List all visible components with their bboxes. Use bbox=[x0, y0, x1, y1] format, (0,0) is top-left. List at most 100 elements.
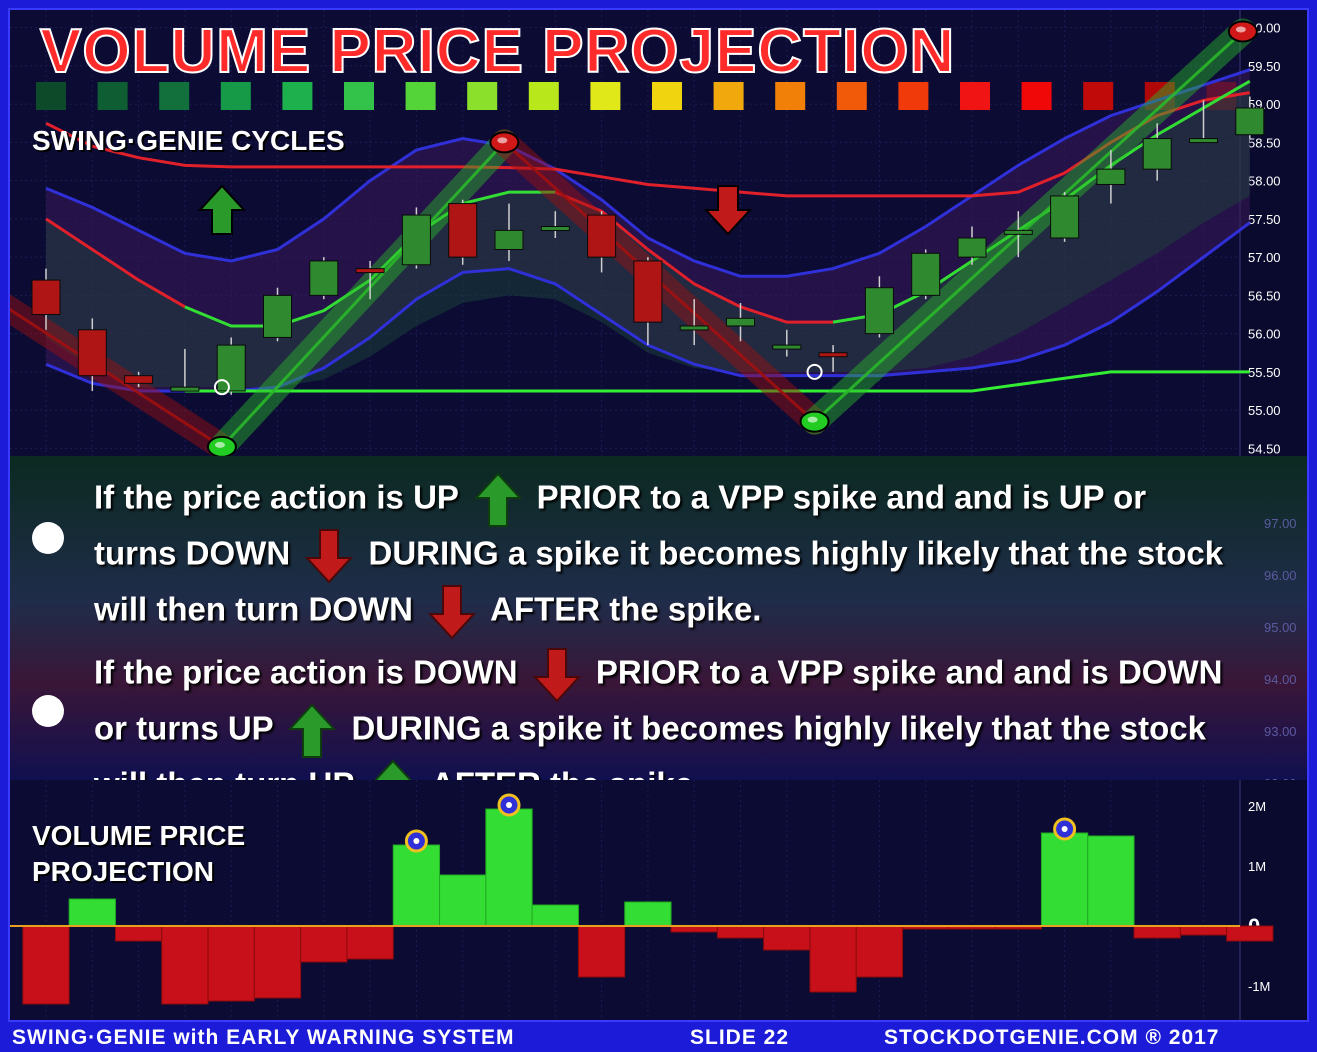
volume-bar bbox=[253, 925, 302, 999]
heat-square bbox=[97, 82, 128, 110]
heat-square bbox=[1083, 82, 1114, 110]
candle-body bbox=[31, 279, 61, 315]
price-axis-background bbox=[1240, 10, 1307, 456]
candle-body bbox=[633, 260, 663, 323]
pivot-highlight bbox=[1235, 26, 1246, 33]
price-tick-label: 58.00 bbox=[1248, 174, 1281, 189]
pivot-highlight bbox=[807, 416, 818, 423]
page-title: VOLUME PRICE PROJECTION bbox=[39, 16, 956, 87]
candle-body bbox=[587, 214, 617, 258]
bullet-icon bbox=[32, 695, 64, 727]
down-arrow-icon bbox=[532, 648, 581, 703]
price-tick-label: 57.00 bbox=[1248, 250, 1281, 265]
volume-tick-label: 2M bbox=[1248, 799, 1266, 814]
volume-bar bbox=[114, 925, 163, 942]
swing-up-band bbox=[813, 30, 1244, 423]
candle-body bbox=[494, 229, 524, 250]
ghost-tick: 96.00 bbox=[1264, 568, 1297, 583]
candle-body bbox=[216, 344, 246, 392]
up-arrow-icon bbox=[197, 184, 247, 235]
ghost-axis-ticks: 97.00 96.00 95.00 94.00 93.00 92.00 bbox=[1264, 498, 1297, 810]
rule-text: If the price action is UP bbox=[94, 478, 459, 516]
price-tick-label: 55.00 bbox=[1248, 403, 1281, 418]
up-arrow-icon bbox=[288, 703, 337, 758]
volume-bar bbox=[763, 925, 811, 951]
heat-square bbox=[159, 82, 190, 110]
footer-copyright: STOCKDOTGENIE.COM ® 2017 bbox=[884, 1026, 1220, 1049]
blue-upper-band bbox=[45, 68, 1251, 278]
rule-text: AFTER the spike. bbox=[490, 590, 762, 628]
volume-bar bbox=[439, 874, 487, 927]
heat-square bbox=[898, 82, 929, 110]
price-panel-label: SWING·GENIE CYCLES bbox=[32, 125, 345, 156]
candle-body bbox=[818, 352, 848, 358]
mid-band-red bbox=[45, 217, 186, 309]
volume-chart: 2M1M0-1M bbox=[10, 780, 1307, 1020]
spike-marker-dot bbox=[1061, 826, 1068, 832]
volume-bar bbox=[855, 925, 904, 978]
spike-marker-dot bbox=[506, 802, 512, 808]
rule-text: PRIOR to a VPP spike and and is DOWN or … bbox=[94, 653, 1223, 747]
heat-square bbox=[713, 82, 744, 110]
heat-square bbox=[36, 82, 66, 110]
candle-body bbox=[1142, 138, 1172, 170]
heat-square bbox=[960, 82, 990, 110]
spike-marker-dot bbox=[413, 838, 420, 844]
ghost-tick: 95.00 bbox=[1264, 620, 1297, 635]
slide-frame: 60.00 59.50 59.00 58.50 58.00 57.50 57.00 56.50… bbox=[8, 8, 1309, 1022]
candle-body bbox=[1189, 138, 1218, 144]
rule-up-then-down: If the price action is UP PRIOR to a VPP… bbox=[94, 472, 1234, 640]
rule-text: DURING a spike it becomes highly likely … bbox=[94, 534, 1224, 628]
candle-body bbox=[170, 386, 200, 392]
cycle-low-marker bbox=[213, 379, 230, 396]
ghost-tick: 94.00 bbox=[1264, 672, 1297, 687]
volume-bar bbox=[1226, 925, 1274, 942]
down-arrow-icon bbox=[305, 529, 354, 584]
candle-body bbox=[864, 287, 894, 335]
candle-body bbox=[124, 375, 154, 384]
pivot-highlight bbox=[214, 441, 225, 448]
volume-bar bbox=[1179, 925, 1228, 936]
volume-bar bbox=[716, 925, 765, 939]
up-arrow-icon bbox=[473, 472, 522, 527]
candle-body bbox=[1003, 229, 1033, 235]
footer-slide-number: SLIDE 22 bbox=[690, 1026, 790, 1049]
red-band bbox=[45, 91, 1251, 198]
support-line bbox=[184, 370, 1250, 393]
volume-label-line: PROJECTION bbox=[32, 856, 215, 887]
candle-body bbox=[1235, 107, 1265, 136]
candle-body bbox=[263, 294, 292, 338]
candle-body bbox=[77, 329, 107, 377]
price-tick-label: 57.50 bbox=[1248, 212, 1281, 227]
heat-square bbox=[467, 82, 498, 110]
volume-bar bbox=[1133, 925, 1181, 939]
candle-body bbox=[448, 203, 478, 258]
candle-body bbox=[726, 317, 755, 327]
ghost-tick: 97.00 bbox=[1264, 516, 1297, 531]
heat-square bbox=[528, 82, 559, 110]
volume-tick-label: 1M bbox=[1248, 859, 1266, 874]
heat-square bbox=[344, 82, 374, 110]
volume-label-line: VOLUME PRICE bbox=[32, 820, 246, 851]
volume-bar bbox=[207, 925, 255, 1002]
heat-square bbox=[652, 82, 682, 110]
footer: SWING·GENIE with EARLY WARNING SYSTEM SL… bbox=[0, 1022, 1317, 1052]
candle-body bbox=[309, 260, 339, 296]
rule-down-then-up: If the price action is DOWN PRIOR to a V… bbox=[94, 647, 1234, 815]
volume-bar bbox=[300, 925, 348, 963]
heat-square bbox=[405, 82, 436, 110]
candle-body bbox=[911, 252, 941, 296]
volume-bar bbox=[577, 925, 626, 978]
volume-bar bbox=[68, 898, 116, 927]
candle-body bbox=[401, 214, 431, 266]
price-tick-label: 58.50 bbox=[1248, 135, 1281, 150]
heat-square bbox=[836, 82, 867, 110]
heat-square bbox=[282, 82, 313, 110]
rule-text: If the price action is DOWN bbox=[94, 653, 518, 691]
candle-body bbox=[1050, 195, 1080, 239]
price-tick-label: 56.00 bbox=[1248, 327, 1281, 342]
price-tick-label: 55.50 bbox=[1248, 365, 1281, 380]
candle-body bbox=[957, 237, 987, 258]
down-arrow-icon bbox=[703, 185, 753, 236]
volume-bar bbox=[531, 904, 579, 927]
